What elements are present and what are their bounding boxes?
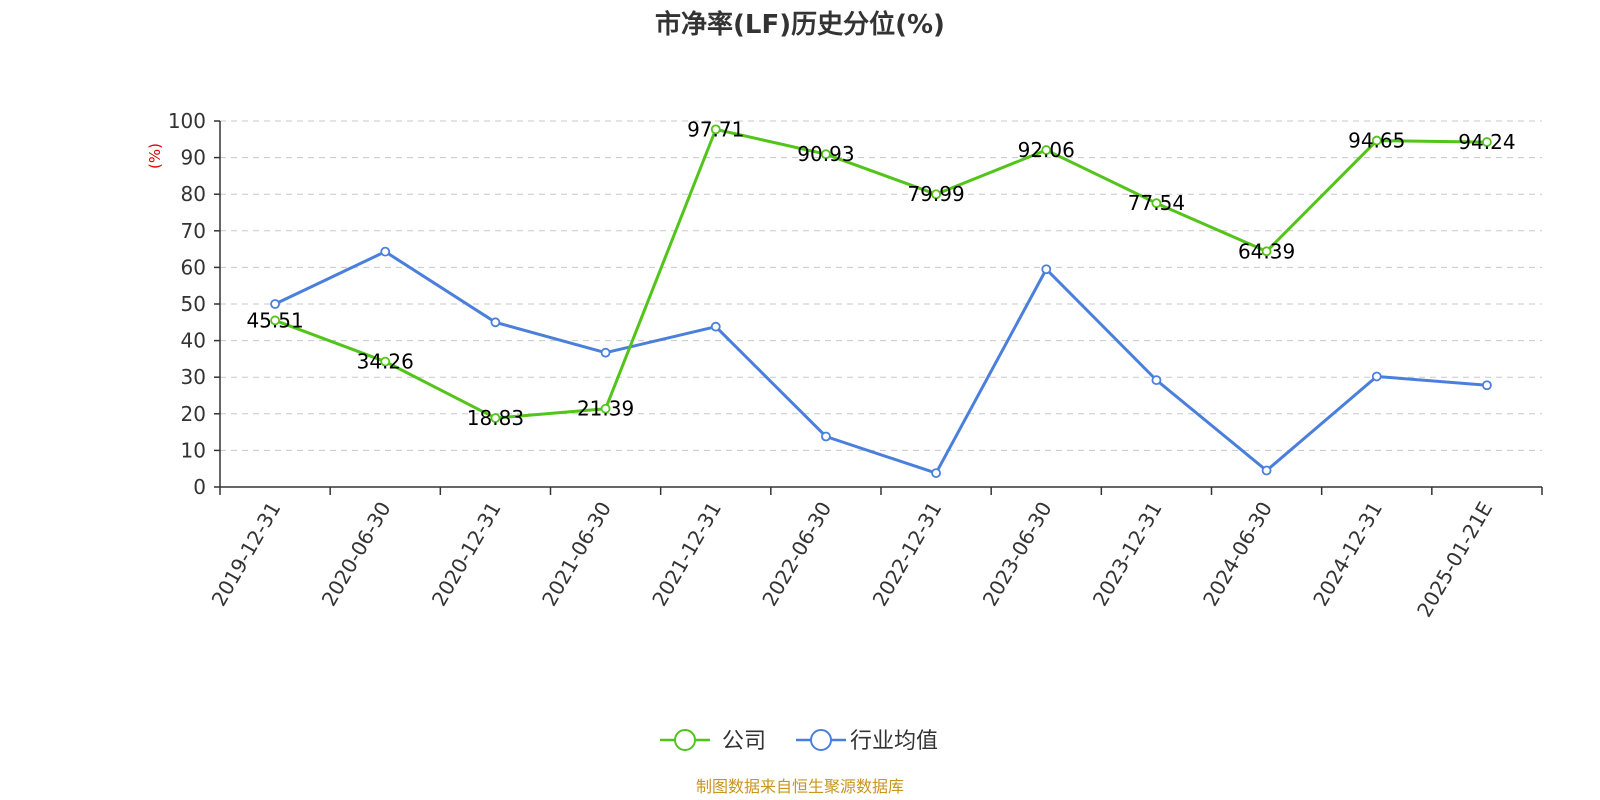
data-label: 92.06 (1018, 138, 1075, 162)
x-tick-label: 2023-06-30 (978, 498, 1057, 611)
legend[interactable]: 公司 行业均值 (660, 729, 938, 754)
data-label: 77.54 (1128, 191, 1185, 215)
data-point[interactable] (490, 413, 501, 423)
data-point[interactable] (270, 315, 280, 326)
data-point[interactable] (710, 124, 721, 135)
y-tick-label: 50 (181, 292, 206, 316)
data-point[interactable] (821, 431, 831, 442)
y-tick-label: 0 (193, 475, 206, 499)
data-label: 18.83 (467, 406, 524, 430)
legend-marker-icon (810, 729, 832, 751)
y-tick-label: 10 (181, 438, 206, 462)
y-axis-label: (%) (146, 143, 164, 169)
x-tick-label: 2021-06-30 (537, 498, 616, 611)
series-lines (270, 124, 1492, 478)
data-label: 94.24 (1458, 130, 1515, 154)
x-tick-label: 2020-06-30 (317, 498, 396, 611)
y-tick-label: 80 (181, 182, 206, 206)
data-label: 94.65 (1348, 129, 1405, 153)
x-tick-label: 2024-12-31 (1308, 498, 1387, 611)
data-point[interactable] (380, 246, 391, 257)
data-label: 34.26 (357, 350, 414, 374)
data-point[interactable] (821, 149, 831, 160)
legend-marker-icon (674, 729, 696, 751)
data-point[interactable] (380, 356, 391, 367)
y-tick-label: 60 (181, 255, 206, 279)
series-line-1 (274, 250, 1488, 475)
series-line-0 (274, 127, 1487, 420)
x-tick-label: 2021-12-31 (647, 498, 726, 611)
data-point[interactable] (270, 299, 280, 309)
y-tick-label: 30 (181, 365, 206, 389)
x-tick-label: 2023-12-31 (1088, 498, 1167, 611)
data-point[interactable] (1151, 375, 1162, 386)
x-tick-label: 2024-06-30 (1198, 498, 1277, 611)
data-point[interactable] (600, 403, 611, 414)
y-tick-label: 70 (181, 219, 206, 243)
x-tick-label: 2022-06-30 (757, 498, 836, 611)
data-point[interactable] (600, 347, 611, 358)
data-point[interactable] (1261, 246, 1272, 257)
x-tick-label: 2020-12-31 (427, 498, 506, 611)
data-label: 64.39 (1238, 239, 1295, 263)
grid-lines (220, 120, 1542, 451)
data-point[interactable] (1261, 465, 1272, 476)
data-point[interactable] (1482, 380, 1492, 391)
data-point[interactable] (710, 321, 721, 332)
data-labels: 45.51 34.26 18.83 21.39 97.71 90.93 79.99 92.06… (246, 117, 1515, 430)
legend-label: 公司 (722, 729, 766, 754)
data-point[interactable] (490, 317, 501, 328)
data-point[interactable] (931, 468, 941, 478)
data-label: 97.71 (687, 117, 744, 141)
y-tick-label: 100 (168, 109, 206, 133)
legend-item[interactable]: 行业均值 (796, 729, 938, 754)
data-point[interactable] (1371, 371, 1382, 382)
data-point[interactable] (1041, 264, 1052, 275)
x-tick-label: 2025-01-21E (1412, 498, 1497, 622)
data-point[interactable] (1041, 145, 1052, 155)
y-tick-label: 90 (181, 146, 206, 170)
data-label: 45.51 (246, 308, 303, 332)
legend-item[interactable]: 公司 (660, 729, 766, 754)
data-label: 90.93 (797, 142, 854, 166)
data-label: 79.99 (907, 182, 964, 206)
y-tick-label: 20 (181, 402, 206, 426)
data-point[interactable] (1371, 135, 1382, 146)
data-label: 21.39 (577, 397, 634, 421)
x-tick-label: 2019-12-31 (207, 498, 286, 611)
data-point[interactable] (1151, 198, 1162, 209)
y-tick-label: 40 (181, 329, 206, 353)
legend-label: 行业均值 (850, 729, 938, 754)
data-point[interactable] (931, 189, 941, 200)
source-note: 制图数据来自恒生聚源数据库 (696, 777, 904, 796)
x-tick-label: 2022-12-31 (868, 498, 947, 611)
data-point[interactable] (1482, 137, 1492, 147)
chart-title: 市净率(LF)历史分位(%) (655, 9, 945, 40)
